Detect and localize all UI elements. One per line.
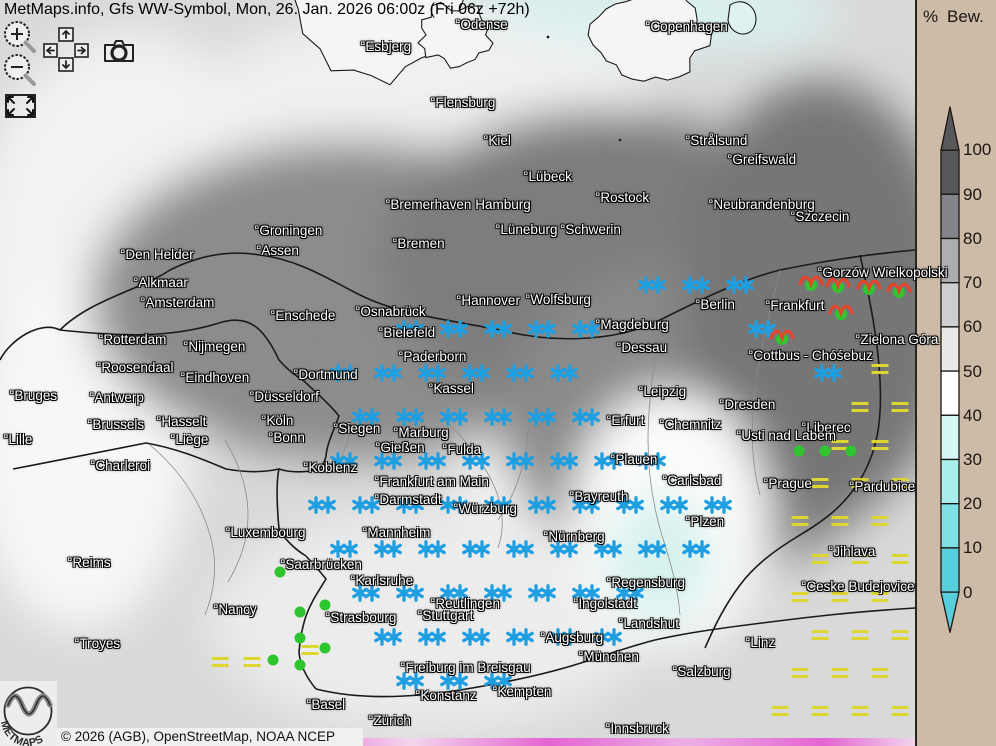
svg-text:0: 0 (963, 583, 972, 602)
svg-text:60: 60 (963, 317, 982, 336)
svg-text:10: 10 (963, 538, 982, 557)
svg-text:80: 80 (963, 229, 982, 248)
svg-text:50: 50 (963, 362, 982, 381)
svg-text:70: 70 (963, 273, 982, 292)
svg-text:30: 30 (963, 450, 982, 469)
svg-text:%: % (923, 7, 938, 26)
svg-text:100: 100 (963, 140, 991, 159)
svg-text:Bew.: Bew. (947, 7, 984, 26)
svg-text:40: 40 (963, 406, 982, 425)
svg-text:90: 90 (963, 185, 982, 204)
svg-text:20: 20 (963, 494, 982, 513)
